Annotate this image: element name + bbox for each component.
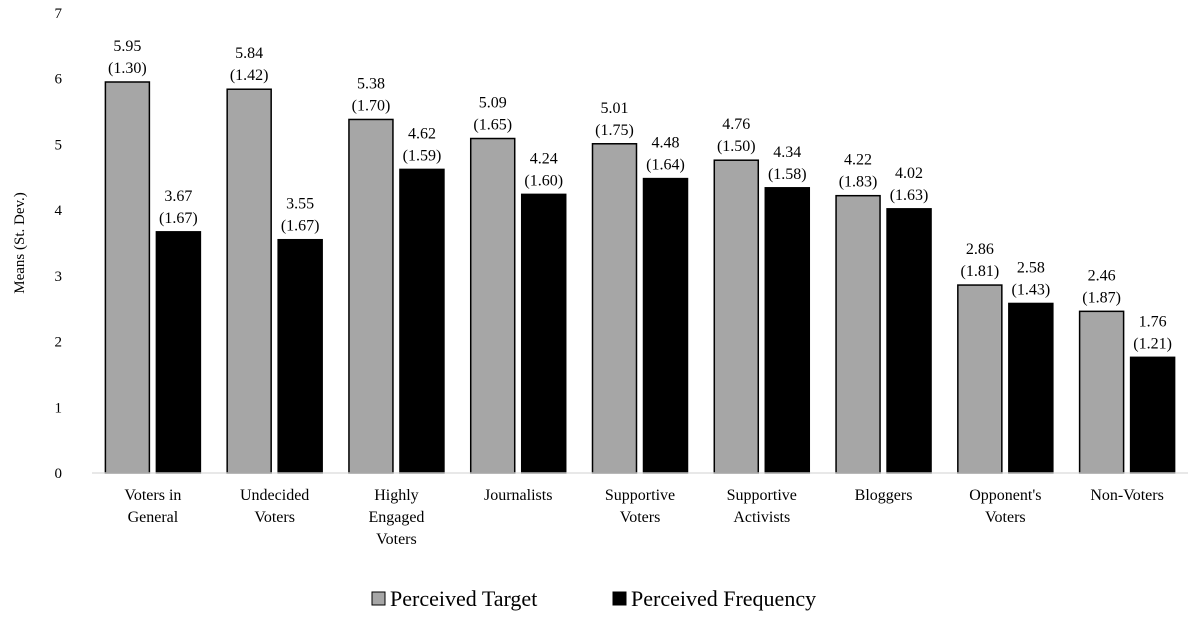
x-category-label: Voters — [254, 509, 295, 526]
bar — [1129, 356, 1176, 474]
bar — [642, 177, 689, 474]
value-label: 2.86 — [966, 241, 994, 258]
value-label: 5.09 — [479, 95, 507, 112]
bar — [399, 168, 445, 474]
value-label: 4.22 — [844, 152, 872, 169]
x-category-label: Supportive — [727, 487, 797, 504]
y-axis-ticks: 0 1 2 3 4 5 6 7 — [55, 6, 63, 482]
value-label: 5.95 — [113, 38, 141, 55]
sd-label: (1.81) — [961, 263, 1000, 280]
value-label: 5.84 — [235, 45, 263, 62]
sd-label: (1.87) — [1082, 289, 1121, 306]
x-category-label: Voters — [985, 509, 1026, 526]
x-category-label: Supportive — [605, 487, 675, 504]
bar — [104, 81, 151, 474]
sd-label: (1.70) — [352, 97, 391, 114]
y-axis-title-group: Means (St. Dev.) — [12, 192, 28, 294]
bar — [886, 208, 932, 474]
x-category-label: Non-Voters — [1090, 487, 1163, 504]
value-label: 4.76 — [722, 116, 750, 133]
sd-label: (1.65) — [473, 117, 512, 134]
x-category-label: Journalists — [484, 487, 552, 504]
bar — [469, 137, 516, 474]
y-tick-label: 3 — [55, 269, 63, 285]
value-label: 4.34 — [773, 144, 801, 161]
sd-label: (1.43) — [1012, 281, 1051, 298]
y-tick-label: 4 — [55, 203, 63, 219]
y-axis-title: Means (St. Dev.) — [12, 192, 28, 294]
y-tick-label: 1 — [55, 400, 63, 416]
value-label: 2.58 — [1017, 259, 1045, 276]
x-category-label: Voters — [376, 531, 417, 548]
y-tick-label: 2 — [55, 335, 63, 351]
sd-label: (1.42) — [230, 67, 269, 84]
value-label: 1.76 — [1139, 313, 1167, 330]
value-label: 3.55 — [286, 196, 314, 213]
sd-label: (1.67) — [281, 218, 320, 235]
value-label: 5.01 — [601, 100, 629, 117]
y-tick-label: 6 — [55, 72, 63, 88]
x-category-label: Activists — [733, 509, 790, 526]
bar — [957, 284, 1003, 474]
bar — [277, 238, 323, 474]
x-category-label: Voters in — [124, 487, 181, 504]
sd-label: (1.75) — [595, 122, 634, 139]
x-category-label: Undecided — [240, 487, 309, 504]
value-labels: 5.95 (1.30) 3.67 (1.67) 5.84 (1.42) 3.55 (1.67)… — [108, 38, 1172, 352]
x-category-label: General — [128, 509, 179, 526]
sd-label: (1.30) — [108, 60, 147, 77]
bar — [1008, 302, 1054, 474]
y-tick-label: 5 — [55, 137, 63, 153]
y-tick-label: 7 — [55, 6, 63, 22]
legend-swatch — [612, 591, 627, 606]
x-category-label: Voters — [620, 509, 661, 526]
sd-label: (1.60) — [524, 172, 563, 189]
value-label: 2.46 — [1088, 267, 1116, 284]
legend-label: Perceived Frequency — [631, 586, 816, 611]
value-label: 3.67 — [164, 188, 192, 205]
bar — [713, 159, 760, 474]
bar — [226, 88, 272, 474]
bar — [348, 118, 394, 474]
x-category-label: Engaged — [368, 509, 424, 526]
sd-label: (1.83) — [839, 174, 878, 191]
legend-swatch — [371, 591, 386, 606]
bar — [764, 187, 811, 474]
x-axis-category-labels: Voters in General Undecided Voters Highly Eng… — [124, 487, 1163, 548]
value-label: 4.62 — [408, 125, 436, 142]
bar — [155, 231, 202, 474]
x-category-label: Highly — [374, 487, 418, 504]
value-label: 5.38 — [357, 75, 385, 92]
y-tick-label: 0 — [55, 466, 63, 482]
value-label: 4.48 — [652, 135, 680, 152]
bars — [104, 81, 1176, 474]
sd-label: (1.59) — [403, 147, 442, 164]
sd-label: (1.63) — [890, 187, 929, 204]
bar — [520, 193, 567, 474]
x-category-label: Bloggers — [855, 487, 913, 504]
x-category-label: Opponent's — [969, 487, 1041, 504]
legend: Perceived Target Perceived Frequency — [371, 586, 816, 611]
bar — [835, 194, 881, 474]
value-label: 4.02 — [895, 165, 923, 182]
legend-label: Perceived Target — [390, 586, 537, 611]
bar — [1078, 310, 1125, 474]
bar — [591, 143, 638, 474]
sd-label: (1.58) — [768, 166, 807, 183]
value-label: 4.24 — [530, 150, 558, 167]
sd-label: (1.21) — [1133, 335, 1172, 352]
sd-label: (1.50) — [717, 138, 756, 155]
sd-label: (1.67) — [159, 210, 198, 227]
sd-label: (1.64) — [646, 157, 685, 174]
